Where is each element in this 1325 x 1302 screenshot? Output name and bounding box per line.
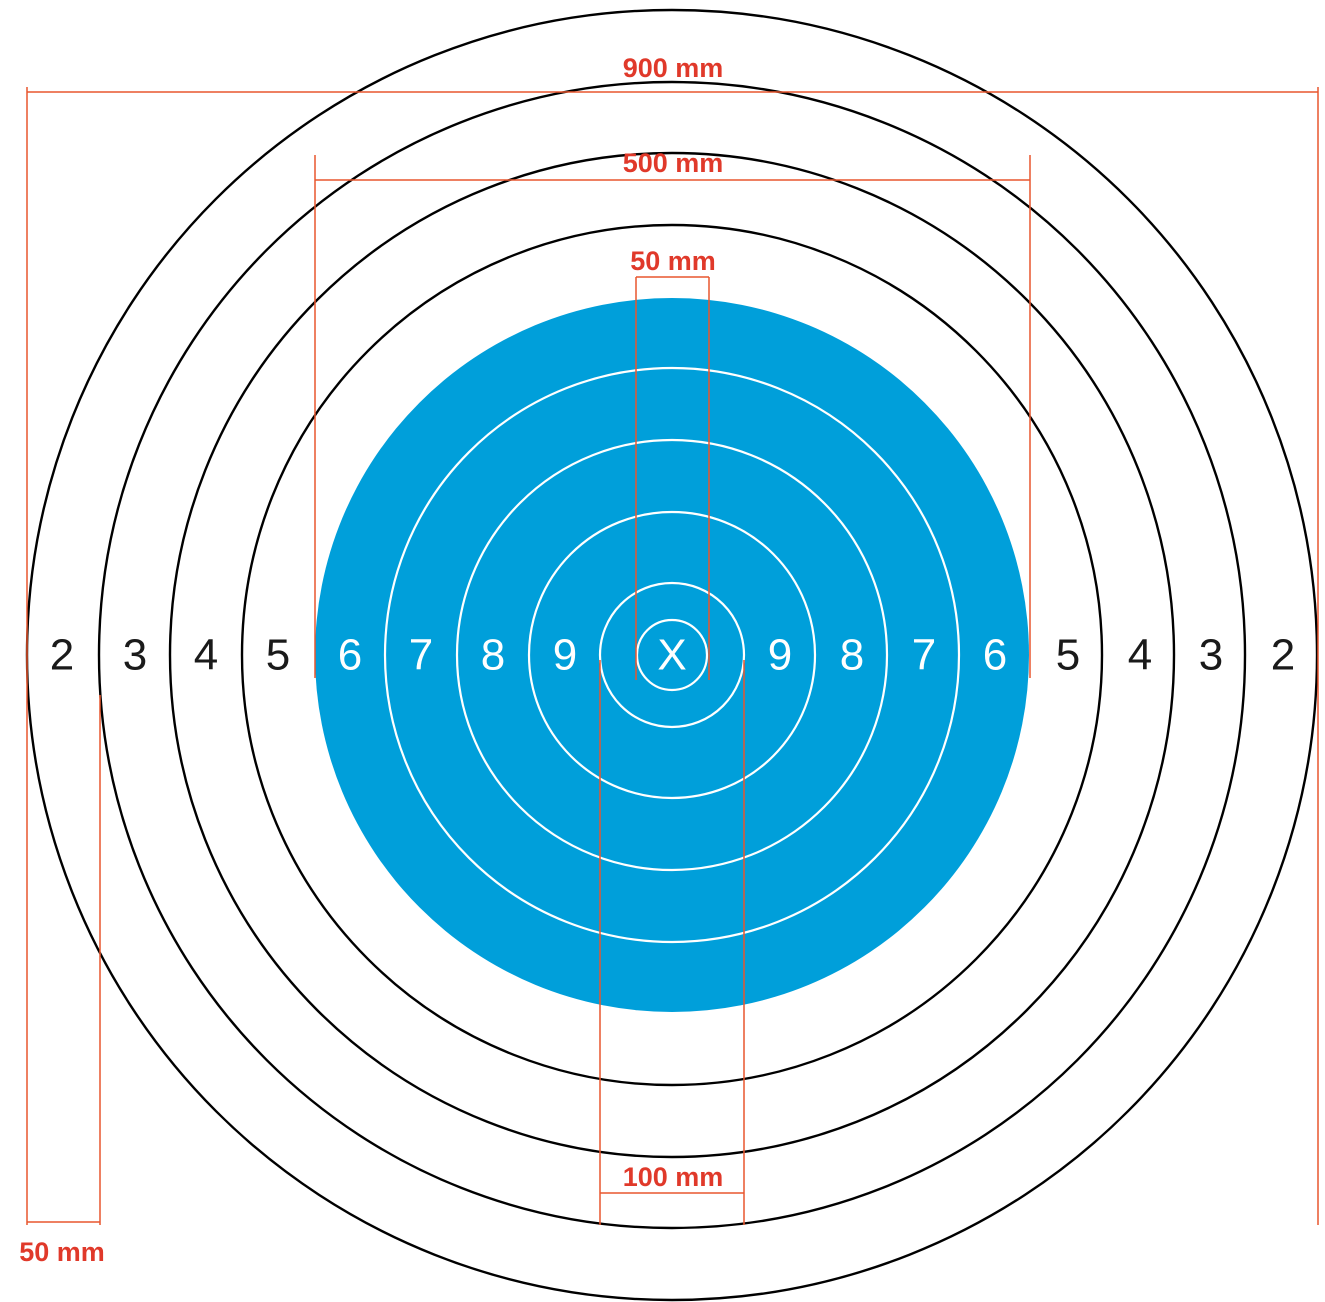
score-left-5: 5: [266, 631, 290, 680]
score-right-6: 6: [983, 631, 1007, 680]
dim-label-100: 100 mm: [623, 1162, 724, 1192]
score-right-3: 3: [1199, 631, 1223, 680]
score-left-8: 8: [481, 631, 505, 680]
dim-label-50-spacing: 50 mm: [19, 1237, 105, 1267]
center-x-mark: X: [657, 631, 686, 680]
aiming-mark: [315, 298, 1029, 1012]
score-right-5: 5: [1056, 631, 1080, 680]
ring-2: [97, 80, 1247, 1230]
ring-7: [455, 438, 889, 872]
dimension-lines: [26, 87, 1319, 1225]
score-left-9: 9: [553, 631, 577, 680]
score-left-7: 7: [409, 631, 433, 680]
score-right-2: 2: [1271, 631, 1295, 680]
ring-9: [598, 581, 746, 729]
ring-10: [635, 618, 709, 692]
score-left-3: 3: [123, 631, 147, 680]
dim-label-900: 900 mm: [623, 53, 724, 83]
ring-3: [168, 151, 1176, 1159]
dim-label-500: 500 mm: [623, 148, 724, 178]
score-right-8: 8: [840, 631, 864, 680]
ring-4: [240, 223, 1104, 1087]
ring-6: [383, 366, 961, 944]
score-left-2: 2: [50, 631, 74, 680]
dim-label-50-center: 50 mm: [630, 246, 716, 276]
score-right-7: 7: [912, 631, 936, 680]
score-right-9: 9: [768, 631, 792, 680]
score-right-4: 4: [1128, 631, 1152, 680]
score-left-6: 6: [338, 631, 362, 680]
ring-8: [527, 510, 817, 800]
score-left-4: 4: [194, 631, 218, 680]
